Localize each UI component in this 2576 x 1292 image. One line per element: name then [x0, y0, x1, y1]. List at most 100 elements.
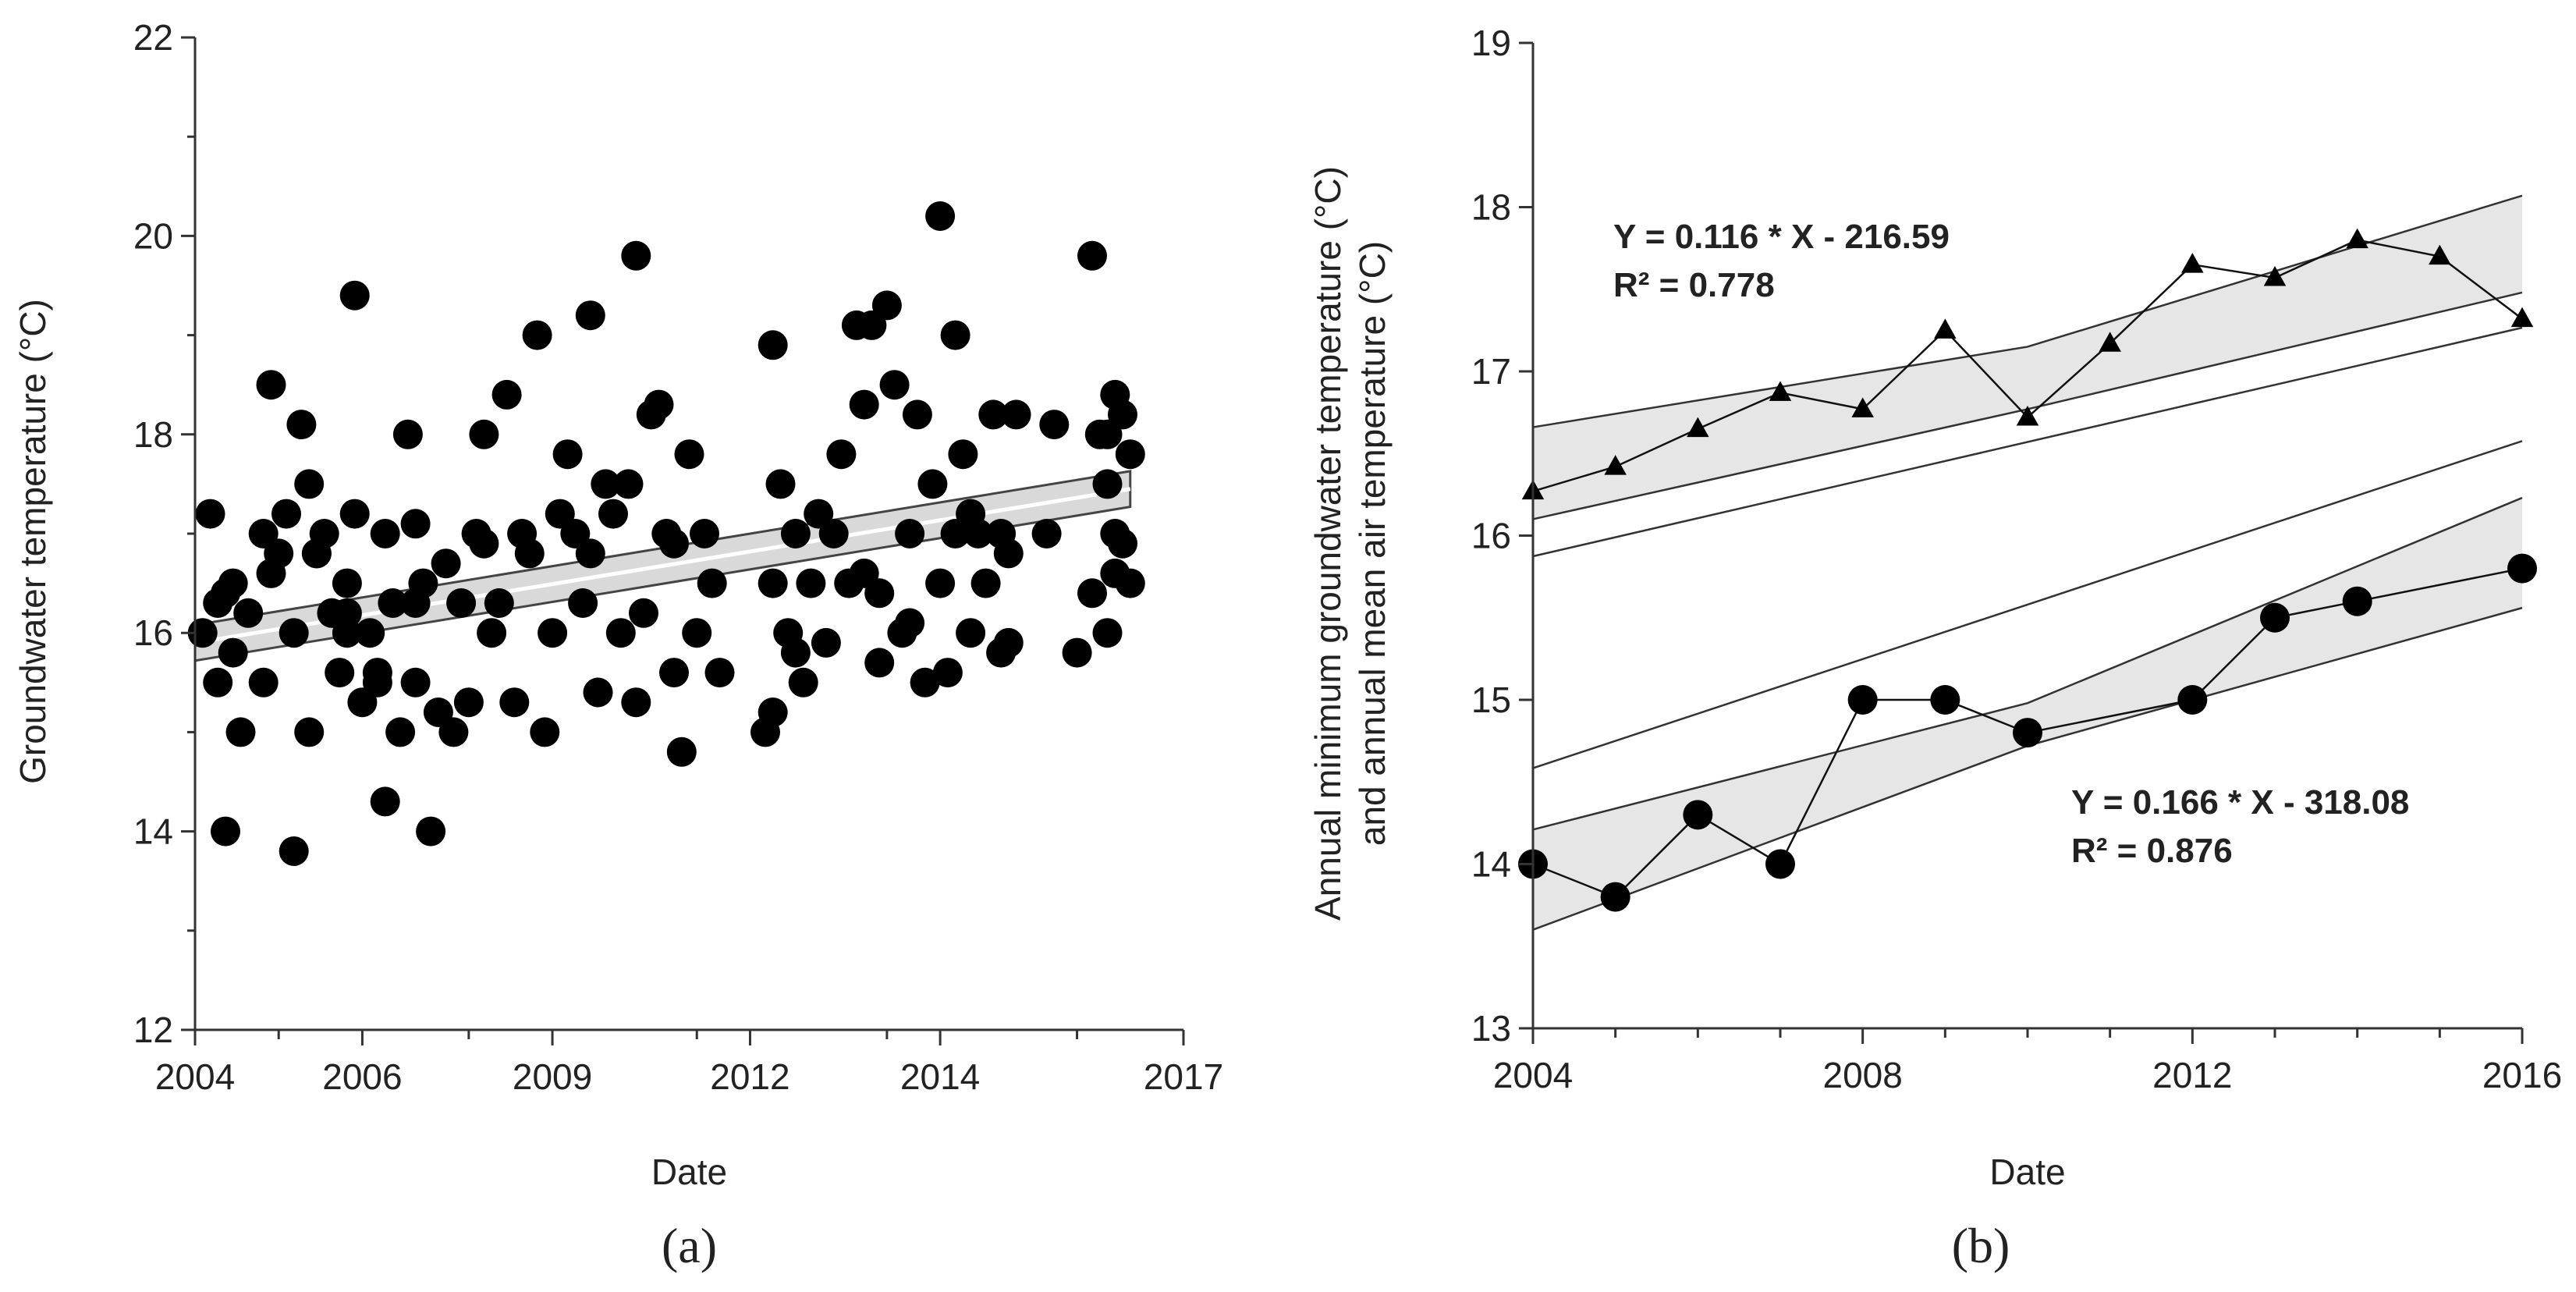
a-data-point [758, 330, 788, 360]
a-data-point [575, 538, 605, 569]
a-x-tick-label: 2017 [1144, 1056, 1223, 1097]
a-data-point [279, 836, 309, 866]
b-y-tick-label: 18 [1471, 187, 1511, 228]
a-data-point [378, 588, 408, 618]
a-data-point [932, 658, 963, 688]
a-data-point [788, 667, 818, 697]
a-y-tick-label: 22 [133, 17, 173, 58]
a-data-point [659, 528, 689, 559]
a-data-point [864, 648, 895, 678]
a-data-point [598, 499, 628, 529]
a-data-point [659, 658, 689, 688]
b-y-axis-title-line2: and annual mean air temperature (°C) [1352, 241, 1393, 846]
a-panel-label: (a) [662, 1218, 717, 1273]
b-panel-label: (b) [1952, 1218, 2010, 1273]
b-air-marker [1604, 455, 1627, 475]
b-y-tick-label: 17 [1471, 351, 1511, 392]
a-data-point [469, 419, 499, 449]
a-data-point [453, 687, 484, 718]
a-data-point [697, 568, 727, 598]
a-data-point [704, 658, 735, 688]
b-band-upper-line [1532, 496, 2523, 831]
a-data-point [879, 370, 910, 400]
a-data-point [575, 300, 605, 331]
a-data-point [286, 410, 317, 440]
b-series-markers [1518, 228, 2537, 912]
panel-a-chart: 12 14 16 18 20 22 2004 2006 2009 2012 2014 2017 Dat… [12, 17, 1223, 1273]
a-data-point [332, 598, 362, 628]
a-data-point [818, 519, 849, 548]
b-y-tick-label: 13 [1471, 1008, 1511, 1049]
a-data-point [233, 598, 264, 628]
a-y-tick-label: 16 [133, 612, 173, 653]
a-data-point [332, 568, 362, 598]
b-groundwater-r2: R² = 0.876 [2071, 832, 2233, 870]
b-air-marker [2016, 405, 2039, 426]
a-data-point [225, 717, 256, 747]
a-data-point [895, 608, 925, 638]
a-data-point [279, 618, 309, 648]
a-data-point [917, 469, 948, 499]
a-data-point [583, 677, 613, 708]
a-data-point [294, 469, 325, 499]
a-data-point [780, 637, 811, 668]
a-data-point [469, 528, 499, 559]
a-data-point [864, 578, 895, 609]
a-data-point [796, 568, 826, 598]
a-y-tick-label: 20 [133, 215, 173, 256]
b-x-tick-label: 2012 [2152, 1055, 2232, 1095]
a-data-point [1100, 558, 1130, 588]
a-data-point [522, 320, 552, 350]
b-air-marker [2263, 266, 2287, 286]
b-air-r2: R² = 0.778 [1613, 266, 1775, 304]
a-data-point [666, 737, 697, 767]
a-data-point [644, 389, 674, 420]
a-data-point [1092, 469, 1123, 499]
b-groundwater-marker [2507, 553, 2537, 584]
b-air-marker [1851, 397, 1874, 417]
a-data-point [325, 658, 355, 688]
a-data-point [1077, 578, 1107, 609]
b-groundwater-marker [1600, 882, 1630, 912]
a-y-tick-label: 12 [133, 1010, 173, 1050]
a-data-point [339, 499, 370, 529]
a-data-point [1084, 419, 1115, 449]
a-data-point [552, 439, 583, 470]
a-x-tick-label: 2009 [513, 1056, 592, 1097]
a-data-point [301, 538, 332, 569]
b-air-marker [1769, 381, 1792, 401]
a-data-point [211, 816, 240, 847]
b-air-marker [2099, 332, 2121, 352]
b-groundwater-marker [1847, 685, 1878, 715]
b-regression-line [1532, 440, 2523, 769]
a-data-point [294, 717, 325, 747]
a-data-point [339, 280, 370, 311]
a-data-point [826, 439, 857, 470]
a-data-point [956, 618, 986, 648]
a-data-point [690, 519, 719, 548]
a-x-tick-label: 2014 [900, 1056, 980, 1097]
b-x-tick-label: 2008 [1822, 1055, 1902, 1095]
a-data-point [491, 379, 522, 410]
a-data-point [264, 538, 294, 569]
a-scatter-points [187, 201, 1145, 866]
a-data-point [568, 588, 598, 618]
b-groundwater-marker [2260, 602, 2290, 633]
a-data-point [956, 499, 986, 529]
a-data-point [758, 568, 788, 598]
a-y-tick-label: 18 [133, 414, 173, 455]
a-data-point [895, 519, 925, 548]
a-data-point [993, 538, 1024, 569]
b-x-tick-label: 2004 [1493, 1055, 1573, 1095]
a-data-point [438, 717, 469, 747]
a-data-point [1039, 410, 1070, 440]
b-air-marker [1687, 417, 1709, 438]
a-data-point [1092, 618, 1123, 648]
a-data-point [370, 786, 400, 817]
b-air-marker [1934, 318, 1957, 339]
b-groundwater-marker [1765, 849, 1795, 879]
b-confidence-band [1533, 498, 2522, 930]
a-data-point [925, 201, 956, 231]
b-groundwater-marker [2177, 685, 2208, 715]
a-data-point [1115, 439, 1145, 470]
